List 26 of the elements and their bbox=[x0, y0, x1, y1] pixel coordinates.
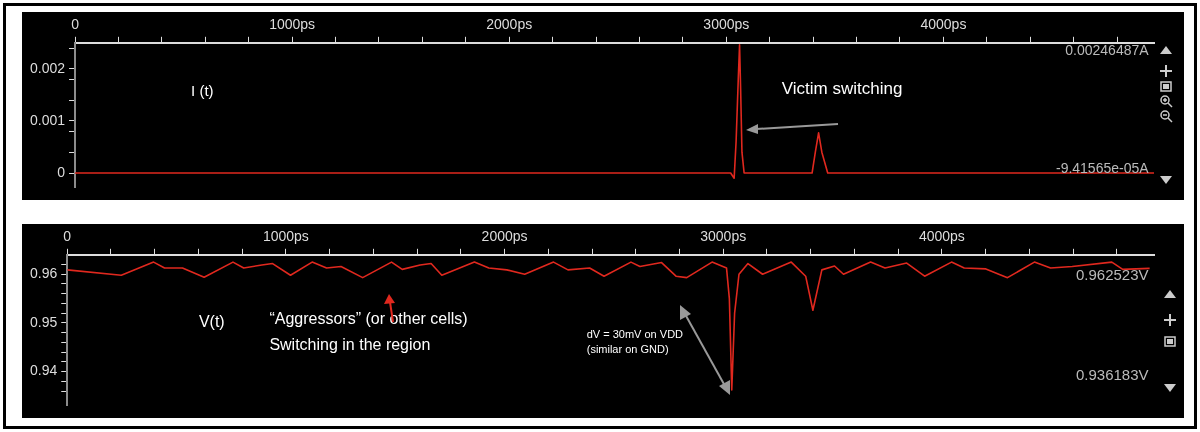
y-tick-label: 0.94 bbox=[30, 362, 58, 379]
x-tick-label: 2000ps bbox=[481, 228, 528, 245]
y-tick-label: 0.96 bbox=[30, 265, 58, 282]
annotation: -9.41565e-05A bbox=[1055, 159, 1150, 176]
annotation: Victim switching bbox=[781, 78, 903, 98]
x-tick-label: 1000ps bbox=[262, 228, 309, 245]
annotation: 0.936183V bbox=[1075, 365, 1149, 383]
annotation: I (t) bbox=[191, 82, 214, 100]
annotation: 0.962523V bbox=[1075, 266, 1149, 284]
x-tick-label: 3000ps bbox=[703, 16, 750, 33]
x-tick-label: 3000ps bbox=[700, 228, 747, 245]
y-tick-label: 0.001 bbox=[29, 111, 66, 128]
annotation: Switching in the region bbox=[269, 335, 431, 353]
x-tick-label: 4000ps bbox=[918, 228, 965, 245]
y-tick-label: 0.002 bbox=[29, 59, 66, 76]
x-tick-label: 2000ps bbox=[486, 16, 533, 33]
annotation: V(t) bbox=[198, 313, 225, 331]
y-tick-label: 0.95 bbox=[30, 313, 58, 330]
annotation: (similar on GND) bbox=[586, 342, 669, 355]
x-tick-label: 4000ps bbox=[920, 16, 967, 33]
x-tick-label: 1000ps bbox=[269, 16, 316, 33]
annotation: “Aggressors” (or other cells) bbox=[269, 310, 468, 328]
annotation: dV = 30mV on VDD bbox=[586, 327, 684, 340]
annotation: 0.00246487A bbox=[1065, 42, 1150, 59]
x-tick-label: 0 bbox=[71, 16, 80, 33]
y-tick-label: 0 bbox=[57, 163, 66, 180]
